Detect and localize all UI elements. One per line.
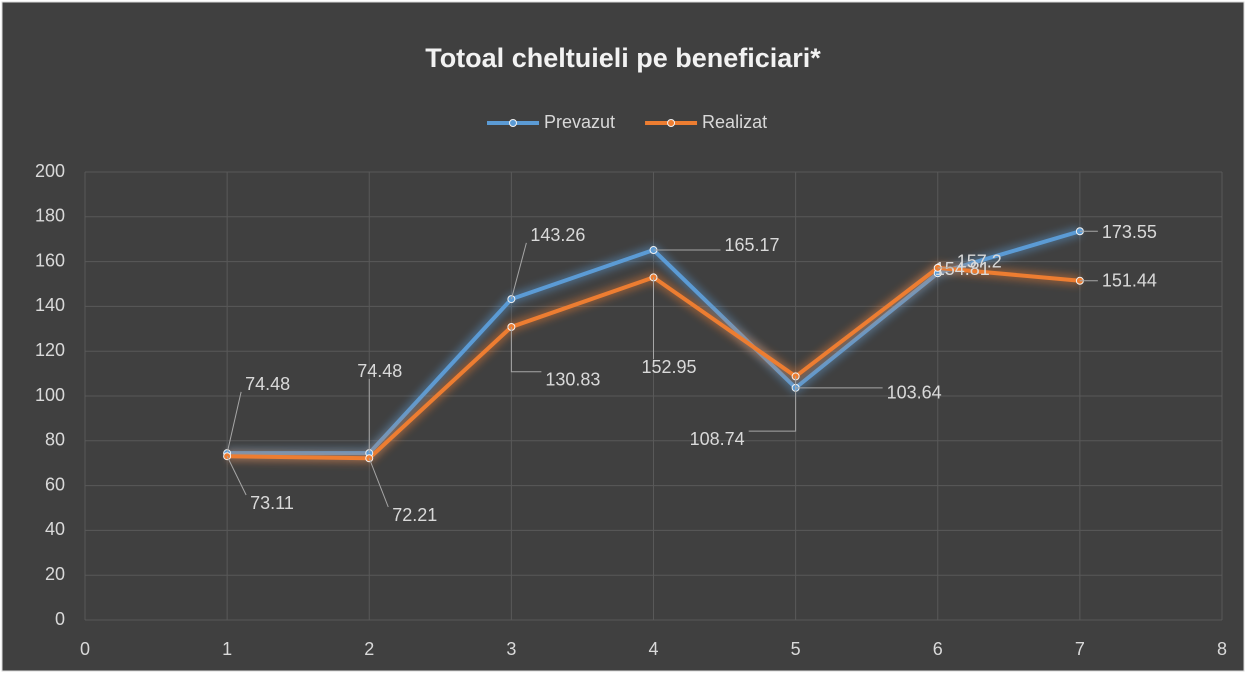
chart-title: Totoal cheltuieli pe beneficiari*: [425, 43, 821, 73]
legend-marker: [509, 119, 517, 127]
y-tick-label: 20: [45, 564, 65, 584]
y-tick-label: 40: [45, 519, 65, 539]
x-tick-label: 3: [506, 639, 516, 659]
leader-line: [368, 458, 389, 508]
leader-line: [226, 391, 242, 454]
data-label: 74.48: [357, 361, 402, 381]
y-tick-label: 60: [45, 474, 65, 494]
data-label: 73.11: [250, 493, 294, 513]
leader-line: [510, 242, 527, 300]
data-label: 165.17: [725, 235, 780, 255]
data-label: 130.83: [545, 370, 600, 390]
leader-line: [510, 326, 542, 373]
legend-marker: [667, 119, 676, 127]
x-tick-label: 8: [1217, 639, 1227, 659]
y-tick-label: 80: [45, 430, 65, 450]
data-label: 72.21: [392, 505, 437, 525]
data-label: 143.26: [530, 225, 585, 245]
data-label: 152.95: [642, 357, 697, 377]
x-tick-label: 6: [933, 639, 943, 659]
x-tick-label: 4: [648, 639, 658, 659]
legend-label: Prevazut: [544, 112, 615, 132]
data-label: 157.2: [957, 252, 1002, 272]
x-tick-label: 1: [222, 639, 232, 659]
legend-label: Realizat: [702, 112, 767, 132]
y-tick-label: 180: [35, 206, 65, 226]
y-tick-label: 200: [35, 161, 65, 181]
x-tick-label: 5: [791, 639, 801, 659]
x-tick-label: 2: [364, 639, 374, 659]
x-tick-label: 0: [80, 639, 90, 659]
data-label: 103.64: [887, 383, 942, 403]
y-tick-label: 100: [35, 385, 65, 405]
legend: Prevazut Realizat: [487, 112, 767, 132]
y-tick-label: 0: [55, 609, 65, 629]
x-tick-label: 7: [1075, 639, 1085, 659]
y-tick-label: 160: [35, 250, 65, 270]
leader-line: [226, 456, 247, 496]
data-label: 154.81: [935, 259, 990, 279]
data-label: 108.74: [690, 429, 745, 449]
data-label: 173.55: [1102, 222, 1157, 242]
data-label: 151.44: [1102, 271, 1157, 291]
y-tick-label: 120: [35, 340, 65, 360]
leader-line: [748, 376, 797, 432]
data-label: 74.48: [245, 374, 290, 394]
y-tick-label: 140: [35, 295, 65, 315]
